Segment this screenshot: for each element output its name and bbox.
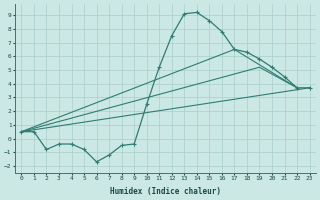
X-axis label: Humidex (Indice chaleur): Humidex (Indice chaleur)	[110, 187, 221, 196]
